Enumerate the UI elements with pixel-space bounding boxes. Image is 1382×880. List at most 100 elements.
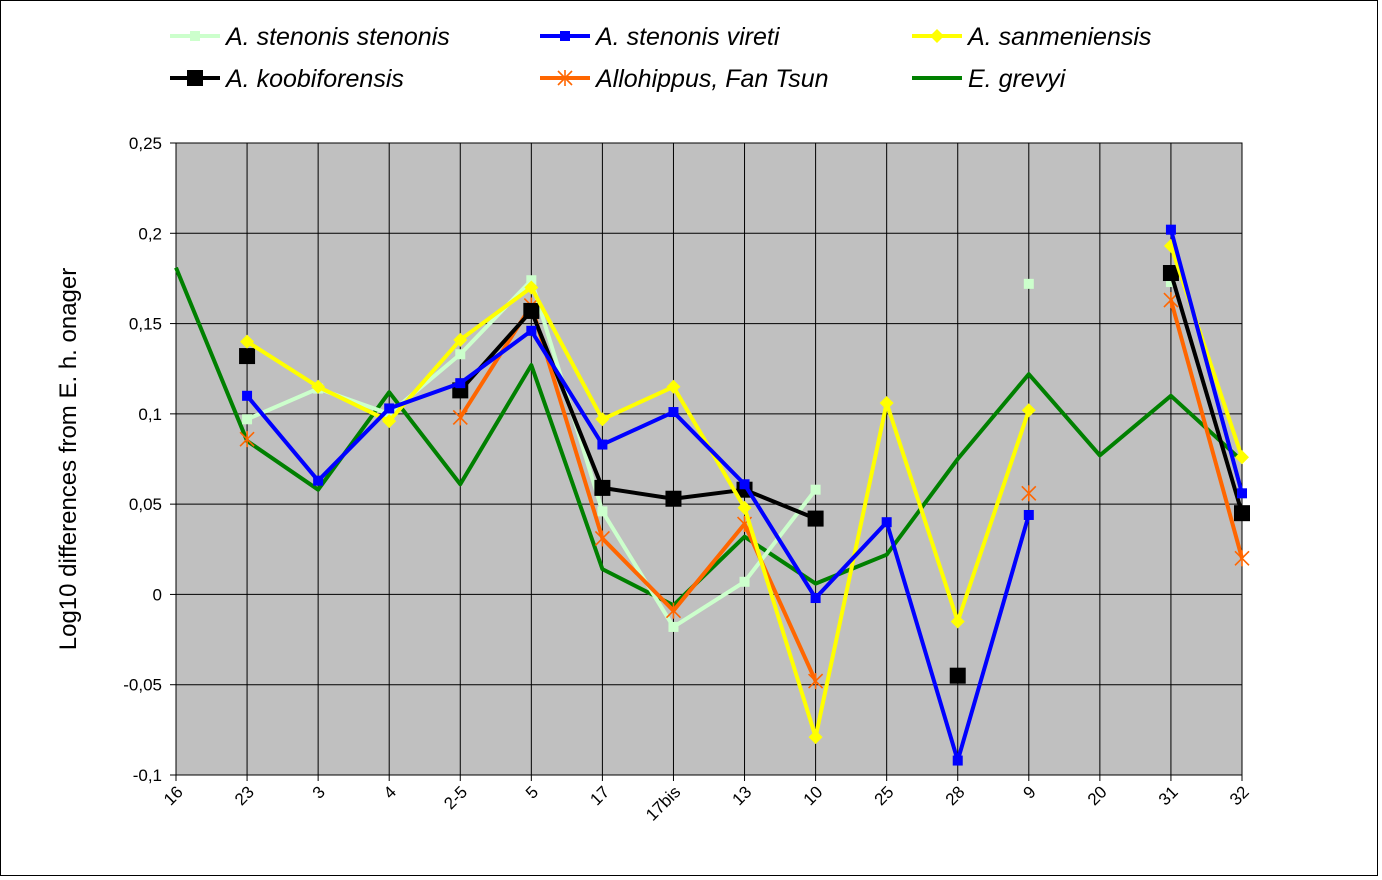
legend-label: A. sanmeniensis	[966, 23, 1151, 51]
marker-square	[949, 667, 966, 684]
marker-square	[384, 403, 395, 414]
marker-diamond	[311, 379, 326, 394]
series-line	[245, 285, 1031, 740]
x-tick-label: 25	[871, 782, 898, 809]
marker-square	[597, 506, 608, 517]
marker-square	[665, 490, 682, 507]
marker-square	[739, 479, 750, 490]
series-line	[245, 328, 1031, 763]
legend-item: E. grevyi	[912, 65, 1067, 93]
x-tick-label: 16	[160, 782, 187, 809]
marker-star	[808, 673, 824, 690]
marker-star	[452, 409, 468, 426]
marker-square	[739, 576, 750, 587]
y-tick-label: 0,2	[138, 224, 162, 243]
marker-diamond	[1021, 403, 1036, 418]
marker-square	[1162, 265, 1179, 282]
marker-star	[557, 70, 573, 86]
marker-diamond	[382, 414, 397, 429]
x-tick-label: 32	[1226, 782, 1253, 809]
series-line	[1169, 229, 1244, 494]
marker-square	[668, 407, 679, 418]
legend-item: A. sanmeniensis	[912, 23, 1151, 51]
series-a-stenonis-vireti	[242, 224, 1247, 766]
legend-label: E. grevyi	[968, 65, 1067, 93]
series-line	[174, 266, 1244, 608]
x-tick-label: 17bis	[642, 782, 684, 824]
series-a-koobiforensis	[239, 265, 1250, 684]
marker-square	[597, 439, 608, 450]
marker-square	[810, 593, 821, 604]
legend-item: Allohippus, Fan Tsun	[540, 65, 829, 93]
legend-item: A. stenonis stenonis	[170, 23, 450, 51]
marker-square	[952, 755, 963, 766]
legend-item: A. stenonis vireti	[540, 23, 781, 51]
marker-diamond	[879, 396, 894, 411]
marker-square	[242, 390, 253, 401]
marker-star	[1021, 485, 1037, 502]
legend-label: A. koobiforensis	[224, 65, 404, 93]
series-line	[458, 308, 817, 521]
y-axis-ticks: -0,1 -0,05 0 0,05 0,1 0,15 0,2 0,25	[123, 134, 176, 785]
marker-diamond	[453, 332, 468, 347]
marker-star	[239, 431, 255, 448]
y-axis-label: Log10 differences from E. h. onager	[55, 268, 82, 650]
marker-diamond	[240, 334, 255, 349]
marker-square	[523, 302, 540, 319]
gridlines	[175, 142, 1243, 776]
marker-square	[384, 408, 395, 419]
marker-square	[190, 31, 200, 41]
marker-square	[455, 349, 466, 360]
marker-diamond	[808, 730, 823, 745]
x-tick-label: 9	[1019, 782, 1039, 802]
legend-item: A. koobiforensis	[170, 65, 404, 93]
marker-diamond	[950, 614, 965, 629]
series-e-grevyi	[174, 266, 1244, 608]
legend-label: A. stenonis vireti	[594, 23, 781, 51]
series-group	[174, 224, 1250, 766]
marker-star	[665, 602, 682, 619]
x-tick-label: 28	[942, 782, 969, 809]
legend-label: Allohippus, Fan Tsun	[594, 65, 829, 93]
x-tick-label: 5	[522, 782, 542, 802]
y-tick-label: 0	[153, 585, 162, 604]
marker-square	[455, 378, 466, 389]
marker-diamond	[930, 29, 944, 43]
marker-square	[1023, 278, 1034, 289]
y-tick-label: 0,15	[129, 315, 162, 334]
y-tick-label: 0,25	[129, 134, 162, 153]
marker-square	[1234, 505, 1250, 522]
x-tick-label: 2-5	[440, 782, 471, 813]
marker-star	[1234, 550, 1250, 567]
x-tick-label: 20	[1084, 782, 1111, 809]
marker-square	[187, 70, 203, 86]
x-tick-label: 17	[586, 782, 613, 809]
x-tick-label: 23	[231, 782, 258, 809]
marker-square	[594, 479, 611, 496]
marker-square	[881, 517, 892, 528]
series-line	[1169, 272, 1244, 514]
marker-square	[526, 275, 537, 286]
series-line	[1169, 299, 1244, 559]
marker-diamond	[595, 412, 610, 427]
marker-square	[239, 348, 256, 365]
plot-area	[175, 142, 1243, 776]
marker-diamond	[524, 280, 539, 295]
marker-square	[807, 510, 824, 527]
legend-label: A. stenonis stenonis	[224, 23, 450, 51]
x-axis-ticks: 16 23 3 4 2-5 5 17 17bis 13 10 25 28 9 20 31 32	[160, 775, 1253, 825]
marker-square	[1165, 277, 1176, 288]
marker-square	[810, 484, 821, 495]
y-tick-label: 0,1	[138, 405, 162, 424]
marker-square	[1023, 509, 1034, 520]
marker-square	[560, 31, 570, 41]
marker-square	[668, 621, 679, 632]
x-tick-label: 4	[380, 782, 400, 802]
y-tick-label: -0,1	[133, 766, 162, 785]
x-tick-label: 3	[309, 782, 329, 802]
marker-square	[1237, 488, 1247, 499]
marker-square	[242, 414, 253, 425]
marker-star	[594, 530, 610, 547]
marker-diamond	[1235, 450, 1249, 465]
